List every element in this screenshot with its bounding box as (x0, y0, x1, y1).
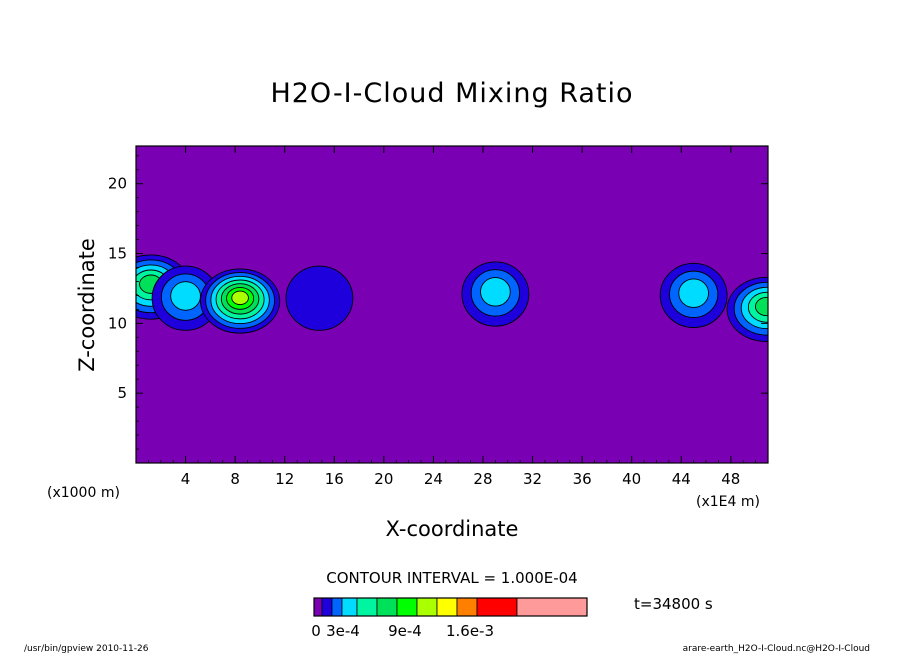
x-tick-label: 12 (275, 470, 294, 488)
x-tick-label: 32 (523, 470, 542, 488)
y-ticks: 5 10 15 20 (108, 155, 768, 450)
plot-frame (135, 145, 769, 464)
x-tick-label: 36 (573, 470, 592, 488)
x-ticks: 4 8 12 16 20 24 28 32 36 40 44 48 (147, 146, 757, 488)
colorbar-swatch (321, 597, 333, 617)
colorbar-swatch (436, 597, 458, 617)
cloud-cell (151, 265, 220, 331)
x-tick-label: 48 (721, 470, 740, 488)
footer-right: arare-earth_H2O-I-Cloud.nc@H2O-I-Cloud (683, 644, 870, 654)
colorbar-label: 0 (311, 622, 321, 640)
colorbar-label: 3e-4 (326, 622, 360, 640)
x-tick-label: 4 (181, 470, 191, 488)
contour-level (480, 277, 511, 307)
x-tick-label: 28 (473, 470, 492, 488)
colorbar-label: 9e-4 (388, 622, 422, 640)
y-tick-label: 15 (108, 245, 127, 263)
colorbar-label: 1.6e-3 (446, 622, 494, 640)
contour-level (231, 290, 249, 306)
x-tick-label: 16 (325, 470, 344, 488)
colorbar-swatch (341, 597, 358, 617)
cloud-cell (726, 276, 768, 342)
colorbar-swatch (416, 597, 438, 617)
colorbar-swatch (356, 597, 378, 617)
y-tick-label: 10 (108, 314, 127, 332)
x-tick-label: 20 (374, 470, 393, 488)
colorbar-swatch (516, 597, 588, 617)
x-tick-label: 8 (230, 470, 240, 488)
colorbar-swatch (476, 597, 518, 617)
cloud-cell (461, 261, 530, 327)
cloud-cell (659, 262, 728, 328)
contour-level (754, 296, 768, 317)
y-tick-label: 5 (117, 384, 127, 402)
cloud-contours (136, 254, 768, 342)
colorbar-swatch (396, 597, 418, 617)
colorbar-labels: 0 3e-4 9e-4 1.6e-3 (311, 622, 494, 640)
x-multiplier-label-right: (x1E4 m) (696, 494, 760, 510)
contour-level (285, 265, 354, 331)
x-axis-label: X-coordinate (386, 517, 519, 541)
x-multiplier-label: (x1000 m) (47, 485, 120, 501)
chart-title: H2O-I-Cloud Mixing Ratio (270, 78, 633, 109)
colorbar-swatch (313, 597, 323, 617)
footer-left: /usr/bin/gpview 2010-11-26 (24, 644, 149, 654)
colorbar-swatch (456, 597, 478, 617)
cloud-cell (199, 268, 281, 334)
contour-level (170, 281, 201, 311)
cloud-cell (285, 265, 354, 331)
y-tick-label: 20 (108, 175, 127, 193)
x-tick-label: 44 (672, 470, 691, 488)
contour-level (678, 278, 709, 308)
colorbar-swatch (331, 597, 343, 617)
colorbar-swatch (376, 597, 398, 617)
time-label: t=34800 s (634, 595, 713, 613)
x-tick-label: 24 (424, 470, 443, 488)
y-axis-label: Z-coordinate (75, 238, 99, 372)
colorbar-frame (313, 597, 588, 617)
contour-interval-text: CONTOUR INTERVAL = 1.000E-04 (326, 569, 577, 587)
colorbar (313, 597, 588, 617)
x-tick-label: 40 (622, 470, 641, 488)
